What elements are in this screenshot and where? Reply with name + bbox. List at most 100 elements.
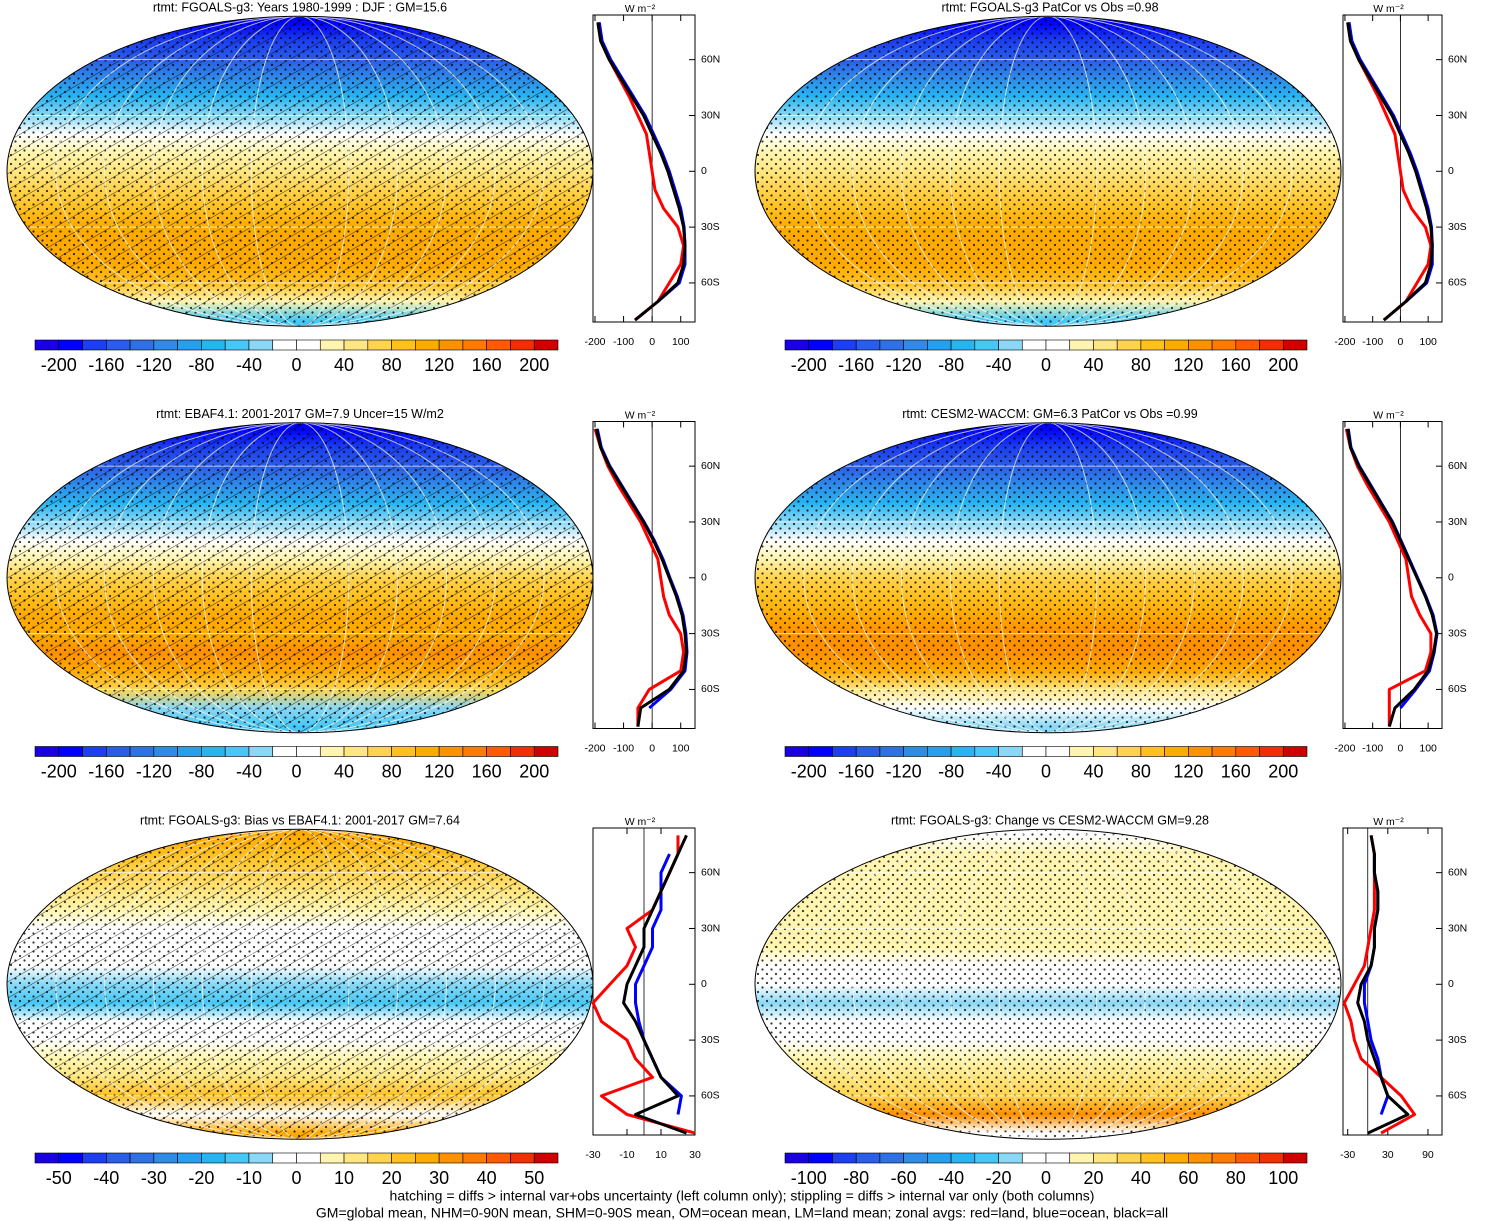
map <box>755 16 1341 327</box>
zonal-frame <box>1342 827 1443 1136</box>
unit-label: W m⁻² <box>625 409 656 421</box>
colorbar-label: 200 <box>519 355 549 375</box>
x-tick-label: 100 <box>1419 742 1437 754</box>
meridian <box>153 16 447 327</box>
y-tick-label: 30S <box>1448 221 1467 233</box>
colorbar-box <box>903 746 928 757</box>
colorbar-box <box>855 339 881 351</box>
colorbar-label: -80 <box>188 355 214 375</box>
colorbar-box <box>510 1152 535 1164</box>
y-tick-label: 30N <box>1448 516 1467 528</box>
colorbar-box <box>296 339 321 351</box>
meridian <box>949 16 1147 327</box>
zonal-line <box>634 853 683 1115</box>
colorbar-box <box>1140 1152 1165 1164</box>
colorbar-box <box>510 339 535 351</box>
colorbar-box <box>415 746 440 757</box>
colorbar-box <box>808 339 833 351</box>
y-tick-label: 30S <box>701 1034 720 1046</box>
meridian <box>201 422 399 733</box>
colorbar-box <box>177 1152 202 1164</box>
colorbar-box <box>1116 339 1142 351</box>
meridian <box>153 829 447 1140</box>
map-border <box>754 828 1342 1140</box>
colorbar-box <box>367 746 392 757</box>
colorbar-label: 40 <box>1083 761 1103 781</box>
colorbar-box <box>177 339 202 351</box>
colorbar-box <box>533 339 559 351</box>
map <box>755 829 1341 1140</box>
colorbar-box <box>248 746 274 757</box>
colorbar-label: 200 <box>1268 355 1298 375</box>
colorbar-box <box>462 339 487 351</box>
meridian <box>901 829 1195 1140</box>
colorbar-box <box>784 746 810 757</box>
unit-label: W m⁻² <box>625 3 656 15</box>
colorbar-label: 80 <box>382 355 402 375</box>
colorbar-box <box>272 1152 297 1164</box>
zonal-lines <box>596 22 687 322</box>
y-tick-label: 60S <box>701 1090 720 1102</box>
y-tick-label: 30N <box>701 516 720 528</box>
y-tick-label: 60N <box>701 460 720 472</box>
zonal-lines <box>591 834 696 1135</box>
x-tick-label: 90 <box>1422 1149 1434 1161</box>
zonal-frame <box>592 14 696 323</box>
zonal-line <box>1346 428 1438 728</box>
colorbar-box <box>974 746 999 757</box>
colorbar-box <box>1116 1152 1142 1164</box>
y-tick-label: 0 <box>701 572 707 584</box>
colorbar-box <box>296 746 321 757</box>
map <box>7 16 593 327</box>
colorbar-label: 0 <box>1041 1168 1051 1188</box>
colorbar-box <box>1045 1152 1071 1164</box>
colorbar-label: -40 <box>986 355 1012 375</box>
colorbar-box <box>510 746 535 757</box>
colorbar-box <box>533 1152 559 1164</box>
y-tick-label: 30N <box>701 922 720 934</box>
zonal-line <box>1344 428 1433 727</box>
panel-title: rtmt: FGOALS-g3 PatCor vs Obs =0.98 <box>941 0 1158 14</box>
colorbar-box <box>1211 746 1237 757</box>
colorbar-label: -80 <box>938 761 964 781</box>
colorbar-box <box>415 339 440 351</box>
colorbar-box <box>224 746 250 757</box>
zonal-frame <box>1342 421 1443 729</box>
colorbar-box <box>855 746 881 757</box>
zonal-lines <box>593 428 689 727</box>
zonal-frame <box>1342 14 1443 323</box>
colorbar-box <box>1259 1152 1284 1164</box>
colorbar-box <box>343 339 369 351</box>
meridian <box>104 422 496 733</box>
meridian <box>852 829 1244 1140</box>
meridian <box>949 422 1147 733</box>
colorbar-box <box>201 339 226 351</box>
colorbar-box <box>153 746 178 757</box>
colorbar-label: 20 <box>382 1168 402 1188</box>
y-tick-label: 30S <box>701 627 720 639</box>
colorbar-box <box>153 339 178 351</box>
colorbar-label: -20 <box>986 1168 1012 1188</box>
colorbar-label: 200 <box>519 761 549 781</box>
stippling <box>755 422 1341 733</box>
colorbar-box <box>367 1152 392 1164</box>
meridian <box>55 422 545 733</box>
colorbar-label: 160 <box>1221 761 1251 781</box>
x-tick-label: 100 <box>672 742 690 754</box>
colorbar-box <box>1045 746 1071 757</box>
colorbar-box <box>343 746 369 757</box>
colorbar-box <box>367 339 392 351</box>
colorbar-box <box>272 746 297 757</box>
x-tick-label: -10 <box>619 1149 634 1161</box>
colorbar-box <box>927 339 952 351</box>
colorbar-label: -120 <box>136 355 172 375</box>
colorbar-box <box>808 746 833 757</box>
colorbar-box <box>1069 339 1094 351</box>
colorbar-label: 80 <box>382 761 402 781</box>
colorbar-label: -40 <box>236 355 262 375</box>
x-tick-label: 0 <box>649 336 655 348</box>
colorbar-label: -200 <box>41 355 77 375</box>
colorbar-box <box>974 339 999 351</box>
x-tick-label: 0 <box>1397 336 1403 348</box>
colorbar-box <box>486 746 511 757</box>
